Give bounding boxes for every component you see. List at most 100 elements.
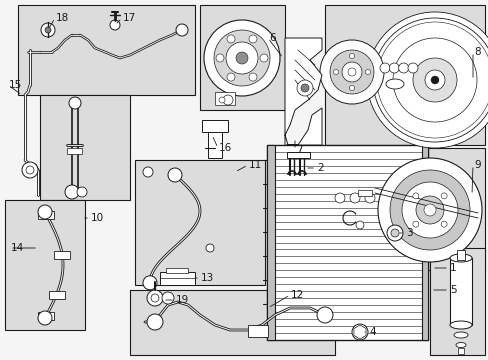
Circle shape [248,35,257,43]
FancyBboxPatch shape [49,291,65,299]
Polygon shape [285,38,321,145]
Circle shape [372,18,488,142]
Text: 3: 3 [405,228,412,238]
Text: 4: 4 [368,327,375,337]
Circle shape [390,229,398,237]
Circle shape [392,38,476,122]
Circle shape [225,42,258,74]
Circle shape [316,307,332,323]
Circle shape [319,40,383,104]
FancyBboxPatch shape [39,312,54,320]
FancyBboxPatch shape [325,148,484,270]
Ellipse shape [449,321,471,329]
Circle shape [41,23,55,37]
Circle shape [389,35,479,125]
Circle shape [203,20,280,96]
FancyBboxPatch shape [325,5,484,145]
FancyBboxPatch shape [449,258,471,325]
Text: 9: 9 [473,160,480,170]
Text: 17: 17 [123,13,136,23]
Text: 8: 8 [473,47,480,57]
Text: 7: 7 [295,145,302,155]
Text: 6: 6 [268,33,275,43]
Circle shape [407,63,417,73]
Text: 16: 16 [219,143,232,153]
FancyBboxPatch shape [215,92,235,105]
FancyBboxPatch shape [286,152,309,158]
Ellipse shape [385,79,403,89]
Circle shape [386,225,402,241]
Circle shape [378,24,488,136]
Circle shape [65,185,79,199]
Circle shape [401,182,457,238]
Circle shape [334,193,345,203]
FancyBboxPatch shape [357,190,371,196]
Circle shape [38,311,52,325]
FancyBboxPatch shape [421,145,427,340]
Circle shape [142,167,153,177]
Circle shape [355,221,363,229]
FancyBboxPatch shape [207,132,222,158]
Circle shape [296,80,312,96]
Circle shape [38,205,52,219]
Circle shape [423,204,435,216]
Circle shape [226,73,235,81]
FancyBboxPatch shape [247,325,267,337]
Circle shape [376,22,488,138]
Circle shape [333,69,338,75]
Text: 13: 13 [201,273,214,283]
Circle shape [236,52,247,64]
FancyBboxPatch shape [200,5,285,110]
FancyBboxPatch shape [18,5,195,95]
Circle shape [226,35,235,43]
Circle shape [366,12,488,148]
Circle shape [219,97,224,103]
Polygon shape [353,325,366,339]
Circle shape [248,73,257,81]
Text: 5: 5 [449,285,456,295]
FancyBboxPatch shape [130,290,334,355]
Circle shape [162,292,174,304]
Circle shape [214,30,269,86]
Circle shape [168,168,182,182]
Circle shape [398,63,408,73]
Ellipse shape [455,342,465,347]
Circle shape [415,196,443,224]
FancyBboxPatch shape [160,272,195,285]
Circle shape [351,324,367,340]
Circle shape [142,276,157,290]
FancyBboxPatch shape [67,148,82,154]
Circle shape [151,294,159,302]
Circle shape [377,158,481,262]
Circle shape [347,68,355,76]
FancyBboxPatch shape [456,250,464,260]
Circle shape [147,290,163,306]
Circle shape [388,63,399,73]
FancyBboxPatch shape [457,348,463,354]
Circle shape [412,193,418,199]
Circle shape [412,221,418,227]
Circle shape [389,170,469,250]
Circle shape [424,70,444,90]
Circle shape [223,95,232,105]
FancyBboxPatch shape [54,251,70,259]
Text: 14: 14 [11,243,24,253]
Text: 15: 15 [9,80,22,90]
Circle shape [355,328,363,336]
Circle shape [110,20,120,30]
Circle shape [379,63,389,73]
Circle shape [301,84,308,92]
Circle shape [216,54,224,62]
Text: 10: 10 [91,213,104,223]
Circle shape [365,69,370,75]
Circle shape [260,54,267,62]
FancyBboxPatch shape [202,120,227,132]
Text: 18: 18 [56,13,69,23]
FancyBboxPatch shape [266,145,427,340]
Text: 11: 11 [248,160,262,170]
Circle shape [77,187,87,197]
Circle shape [329,50,373,94]
FancyBboxPatch shape [165,268,187,273]
Circle shape [384,30,484,130]
Circle shape [26,166,34,174]
